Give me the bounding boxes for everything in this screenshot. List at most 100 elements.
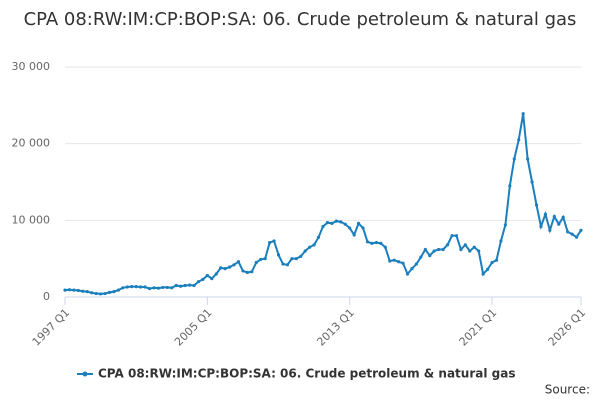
point [539,224,543,229]
point [227,265,232,269]
point [566,230,570,234]
point [232,263,236,267]
point [526,157,530,161]
point [352,233,356,237]
point [196,280,201,284]
point [463,243,467,247]
point [187,283,192,287]
y-tick-label: 0 [43,290,50,303]
point [72,288,76,292]
point [503,223,507,227]
point [530,180,534,184]
point [410,267,414,271]
legend-marker [82,371,88,377]
point [98,292,103,296]
point [174,283,178,288]
x-tick-label: 1997 Q1 [30,306,73,349]
point [330,221,334,225]
point [63,288,67,292]
point [112,290,116,294]
chart-title: CPA 08:RW:IM:CP:BOP:SA: 06. Crude petrol… [23,9,577,30]
point [183,283,187,288]
point [388,259,392,263]
point [548,228,552,232]
x-tick-label: 2021 Q1 [457,306,500,349]
point [219,266,223,270]
point [325,221,330,225]
point [152,286,156,290]
point [179,284,183,288]
y-tick-label: 30 000 [12,60,51,73]
point [552,214,556,219]
point [561,215,565,219]
point [428,254,432,258]
point [250,270,254,274]
point [94,291,98,296]
point [414,262,419,266]
point [130,285,134,289]
point [365,240,370,244]
point [485,267,490,271]
point [356,221,361,225]
point [312,243,316,247]
point [201,277,205,281]
point [392,258,396,262]
point [334,219,338,223]
point [521,112,525,116]
point [85,290,89,294]
point [254,260,258,265]
point [321,224,325,229]
point [299,254,303,258]
point [579,228,583,232]
point [339,220,343,224]
point [143,285,147,289]
point [316,235,321,239]
point [437,247,441,252]
y-tick-label: 20 000 [12,137,51,150]
point [543,212,548,216]
point [481,272,485,276]
point [308,245,312,249]
point [445,243,450,247]
point [214,272,218,276]
y-tick-label: 10 000 [12,213,51,226]
point [294,257,298,261]
point [76,288,80,293]
point [263,257,267,261]
point [459,247,463,252]
point [139,285,143,289]
point [361,226,365,230]
point [379,241,383,245]
point [90,291,94,295]
point [268,240,272,245]
point [121,286,125,290]
point [472,245,476,249]
point [423,247,427,252]
point [272,239,276,243]
source: Source: [545,383,590,397]
point [147,286,152,291]
point [103,291,107,296]
point [223,267,227,271]
point [450,234,454,238]
point [370,241,374,245]
x-tick-label: 2005 Q1 [172,306,215,349]
point [441,247,445,252]
point [245,270,249,275]
point [107,290,112,294]
point [405,272,410,276]
point [134,285,138,289]
point [374,240,378,245]
point [165,285,169,290]
point [574,235,579,239]
point [343,222,347,226]
point [125,285,129,289]
point [570,232,574,236]
point [508,184,512,188]
point [67,288,72,292]
point [192,283,196,288]
point [276,253,281,257]
point [494,258,499,262]
point [432,249,436,253]
point [170,286,174,290]
